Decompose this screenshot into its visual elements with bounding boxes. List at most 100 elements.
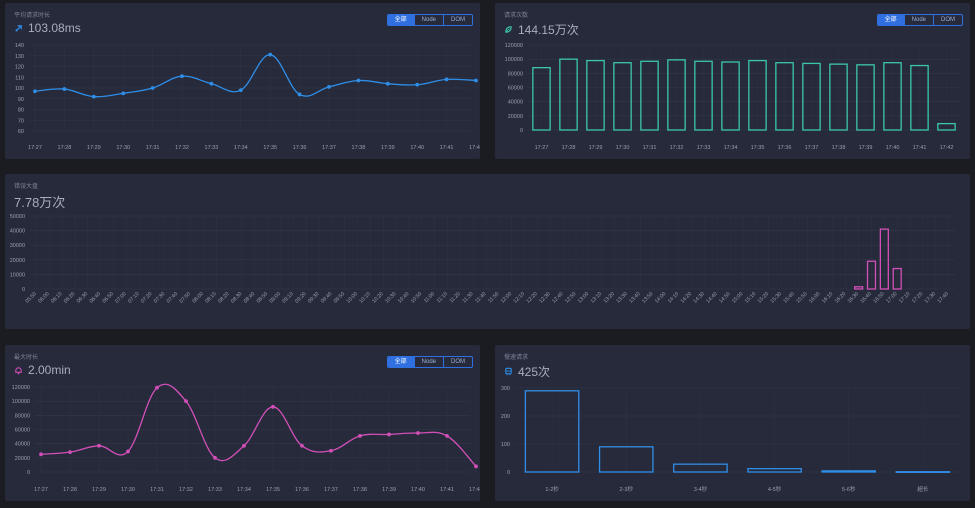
- x-tick-label: 17:32: [179, 487, 193, 493]
- y-tick-label: 40000: [15, 442, 30, 448]
- tab-all[interactable]: 全部: [387, 15, 414, 25]
- data-point: [39, 452, 43, 457]
- data-point: [358, 433, 362, 438]
- x-tick-label: 10:10: [358, 291, 372, 305]
- x-tick-label: 17:28: [58, 145, 72, 151]
- data-point: [445, 433, 449, 438]
- y-tick-label: 100000: [505, 57, 523, 63]
- x-tick-label: 05:50: [24, 291, 38, 305]
- x-tick-label: 17:40: [886, 145, 900, 151]
- tab-node[interactable]: Node: [413, 357, 443, 367]
- x-tick-label: 17:31: [643, 145, 657, 151]
- x-tick-label: 07:50: [179, 291, 193, 305]
- tab-dom[interactable]: DOM: [443, 15, 472, 25]
- bar: [524, 390, 580, 473]
- x-tick-label: 17:27: [535, 145, 549, 151]
- x-tick-label: 12:50: [564, 291, 578, 305]
- x-tick-label: 16:20: [834, 291, 848, 305]
- x-tick-label: 17:36: [293, 145, 307, 151]
- data-point: [387, 432, 391, 437]
- x-tick-label: 13:50: [641, 291, 655, 305]
- bar: [667, 59, 686, 131]
- x-tick-label: 17:31: [150, 487, 164, 493]
- x-tick-label: 06:10: [50, 291, 64, 305]
- x-tick-label: 07:30: [153, 291, 167, 305]
- max-time-chart: 0 20000 40000 60000 80000 100000 120000 17:27 17…: [12, 383, 480, 493]
- error-trend-title: 错误大盘: [14, 184, 39, 190]
- x-tick-label: 17:37: [805, 145, 819, 151]
- x-tick-label: 11:20: [449, 291, 462, 304]
- max-time-panel: 最大时长 2.00min 全部 Node DOM 0 20000 40000 6000…: [5, 345, 480, 501]
- bar: [721, 61, 740, 131]
- x-tick-label: 17:32: [175, 145, 189, 151]
- x-tick-label: 13:30: [615, 291, 629, 305]
- tab-dom[interactable]: DOM: [443, 357, 472, 367]
- x-tick-label: 17:40: [410, 145, 424, 151]
- x-tick-label: 17:33: [208, 487, 222, 493]
- x-tick-label: 17:28: [562, 145, 576, 151]
- y-tick-label: 0: [27, 470, 30, 476]
- y-tick-label: 100: [501, 442, 510, 448]
- x-tick-label: 07:10: [127, 291, 141, 305]
- x-tick-label: 08:10: [204, 291, 218, 305]
- avg-time-panel: 平均请求时长 103.08ms 全部 Node DOM 60 70 80 90 100 1…: [5, 3, 480, 159]
- x-tick-label: 17:42: [469, 487, 480, 493]
- tab-dom[interactable]: DOM: [933, 15, 962, 25]
- y-tick-label: 120: [15, 65, 24, 71]
- y-tick-label: 0: [22, 287, 25, 293]
- x-tick-label: 14:50: [718, 291, 732, 305]
- x-tick-label: 14:40: [705, 291, 719, 305]
- x-tick-label: 17:37: [322, 145, 336, 151]
- x-tick-label: 08:40: [243, 291, 257, 305]
- bar: [879, 228, 889, 290]
- data-point: [327, 85, 331, 89]
- y-tick-label: 20000: [10, 258, 25, 264]
- x-tick-label: 17:10: [898, 291, 912, 305]
- y-tick-label: 100000: [12, 399, 30, 405]
- bar: [532, 67, 551, 131]
- data-point: [271, 404, 275, 409]
- x-tick-label: 15:40: [782, 291, 796, 305]
- y-tick-label: 300: [501, 386, 510, 392]
- data-point: [150, 86, 155, 90]
- x-tick-label: 06:40: [89, 291, 103, 305]
- max-time-value: 2.00min: [28, 363, 71, 377]
- bell-icon: [14, 366, 23, 375]
- data-point: [385, 81, 390, 86]
- x-tick-label: 17:34: [237, 487, 251, 493]
- x-tick-label: 17:38: [353, 487, 367, 493]
- x-tick-label: 07:20: [140, 291, 154, 305]
- tab-all[interactable]: 全部: [387, 357, 414, 367]
- data-point: [180, 74, 184, 79]
- data-point: [297, 92, 302, 97]
- data-point: [415, 82, 420, 87]
- req-count-value: 144.15万次: [518, 23, 579, 37]
- x-tick-label: 17:34: [234, 145, 248, 151]
- x-tick-label: 11:00: [423, 291, 436, 304]
- bar: [673, 463, 728, 473]
- x-tick-label: 16:10: [821, 291, 835, 305]
- x-tick-label: 12:40: [551, 291, 565, 305]
- x-tick-label: 08:20: [217, 291, 231, 305]
- bar: [910, 64, 929, 131]
- tab-node[interactable]: Node: [413, 15, 443, 25]
- x-tick-label: 06:30: [76, 291, 90, 305]
- x-tick-label: 17:39: [381, 145, 395, 151]
- x-tick-label: 13:10: [590, 291, 604, 305]
- x-tick-label: 14:10: [667, 291, 681, 305]
- tab-all[interactable]: 全部: [877, 15, 904, 25]
- data-point: [444, 77, 449, 82]
- max-time-value-row: 2.00min: [14, 363, 71, 377]
- x-tick-label: 14:00: [654, 291, 668, 305]
- series-line: [34, 54, 477, 98]
- bar: [598, 446, 654, 473]
- x-tick-label: 13:00: [577, 291, 591, 305]
- slow-req-chart: 0 100 200 300 1-2秒 2-3秒 3-4秒 4-5秒 5-6秒 超长: [501, 386, 960, 493]
- error-trend-value: 7.78万次: [14, 195, 66, 210]
- tab-node[interactable]: Node: [903, 15, 933, 25]
- x-tick-label: 15:30: [770, 291, 784, 305]
- y-tick-label: 70: [18, 118, 24, 124]
- x-tick-label: 17:28: [63, 487, 77, 493]
- data-point: [329, 448, 333, 453]
- x-tick-label: 17:41: [440, 145, 454, 151]
